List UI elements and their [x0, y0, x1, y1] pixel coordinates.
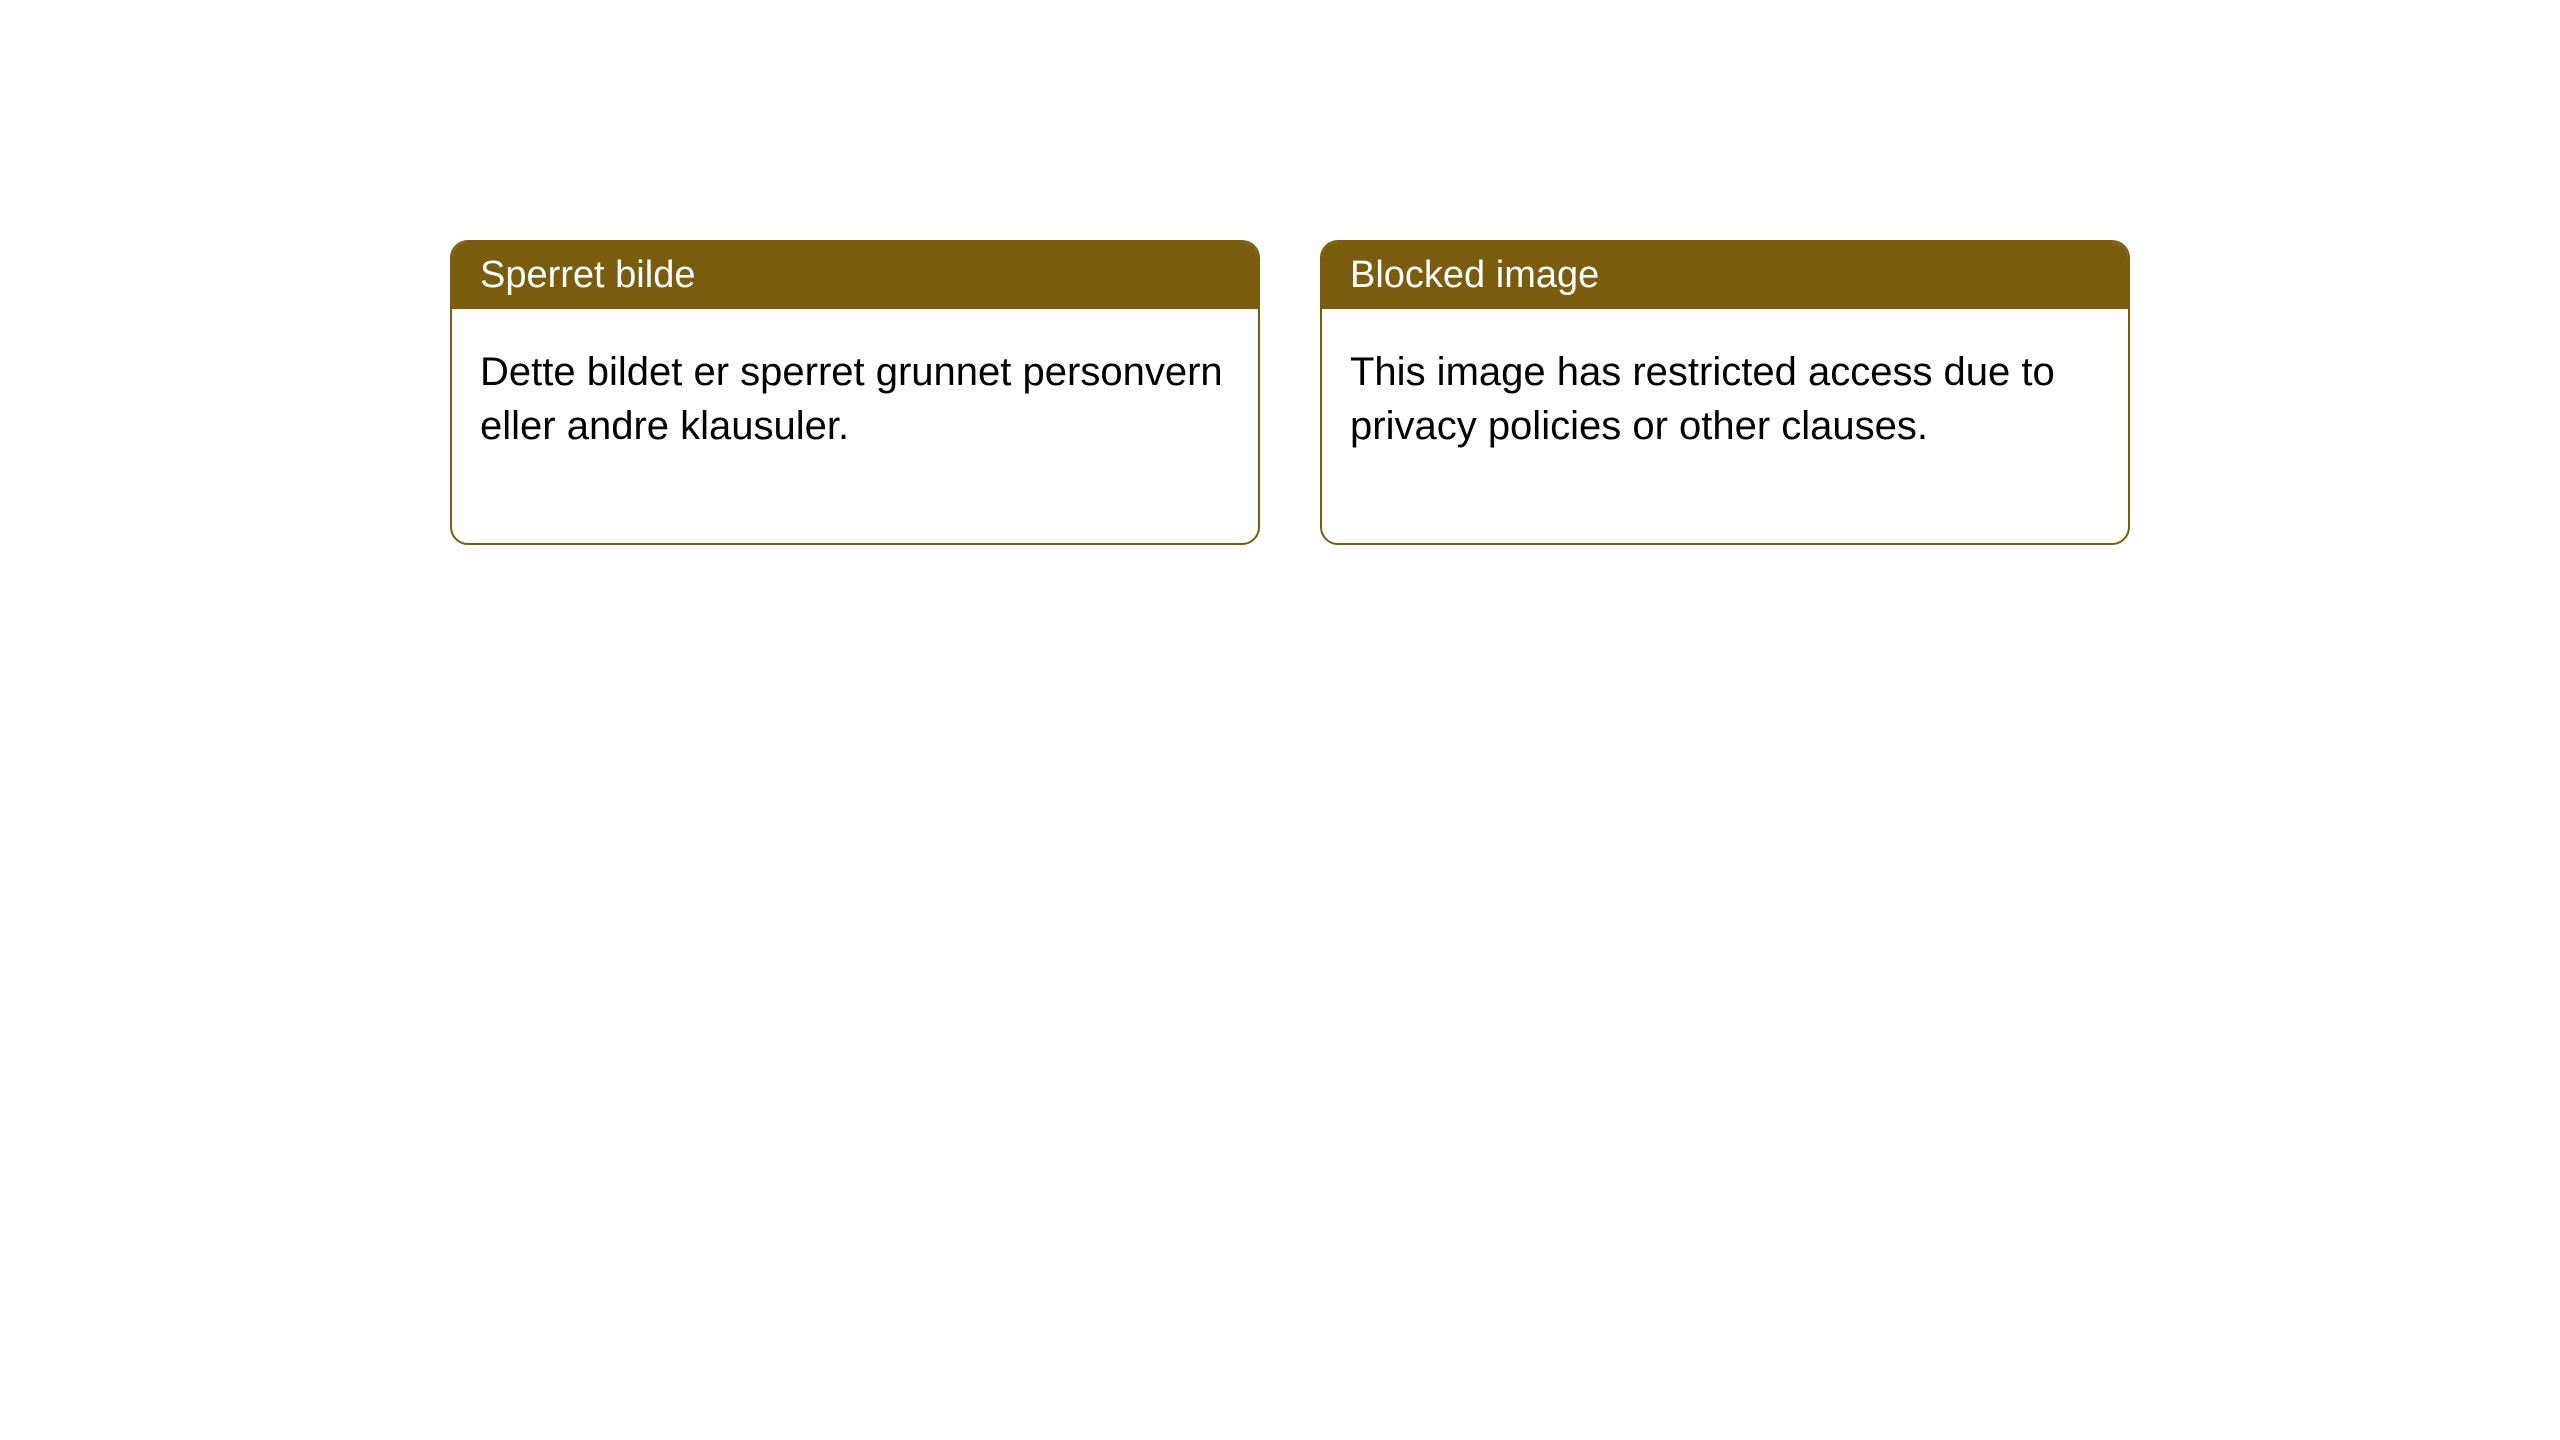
card-body: Dette bildet er sperret grunnet personve…	[452, 309, 1258, 543]
blocked-image-card-norwegian: Sperret bilde Dette bildet er sperret gr…	[450, 240, 1260, 545]
card-header: Blocked image	[1322, 242, 2128, 309]
card-container: Sperret bilde Dette bildet er sperret gr…	[0, 0, 2560, 545]
card-body: This image has restricted access due to …	[1322, 309, 2128, 543]
card-header: Sperret bilde	[452, 242, 1258, 309]
blocked-image-card-english: Blocked image This image has restricted …	[1320, 240, 2130, 545]
